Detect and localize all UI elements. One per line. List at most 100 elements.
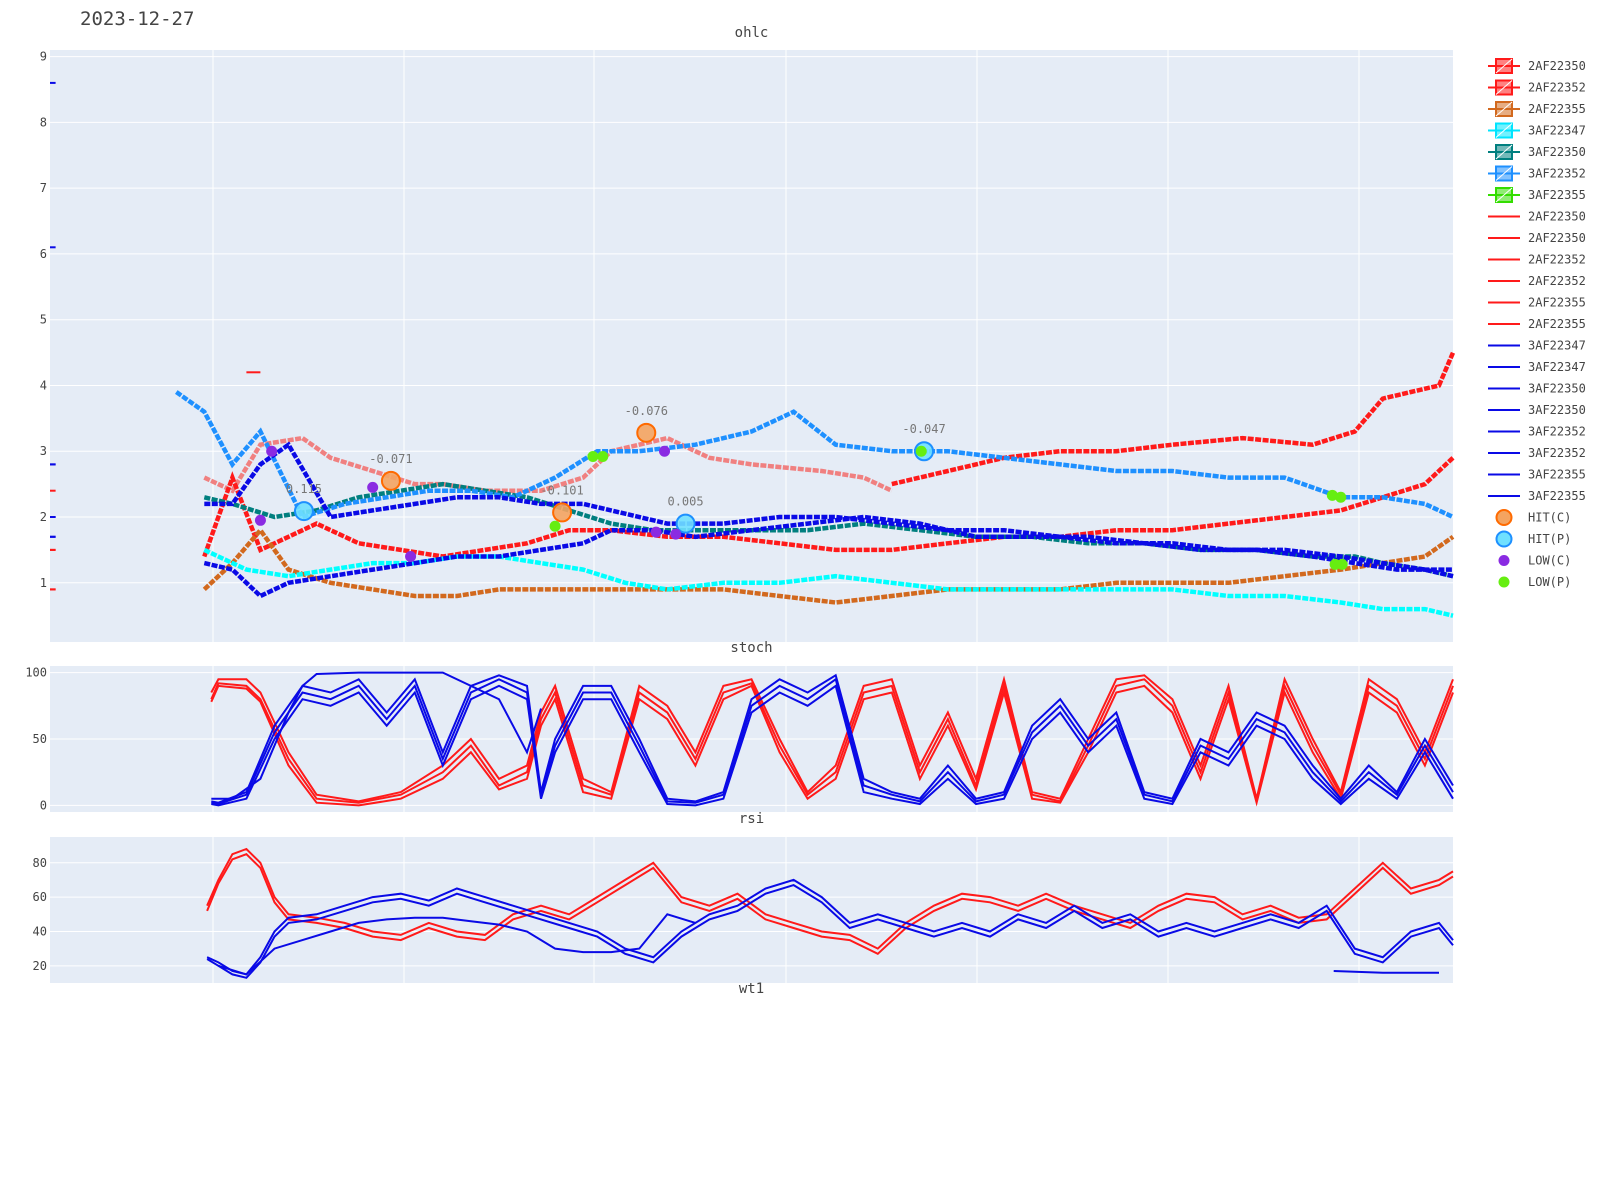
legend-item[interactable]: 3AF22347 [1488, 122, 1586, 139]
legend-item[interactable]: 2AF22355 [1488, 296, 1586, 310]
legend-item[interactable]: 2AF22355 [1488, 101, 1586, 117]
legend-item[interactable]: 2AF22352 [1488, 253, 1586, 267]
ohlc-ytick-label: 5 [40, 313, 47, 327]
legend-item[interactable]: 2AF22350 [1488, 210, 1586, 224]
legend-label: 3AF22352 [1528, 425, 1586, 439]
hit-c-marker [380, 470, 401, 491]
legend-item[interactable]: 3AF22347 [1488, 360, 1586, 374]
legend-item[interactable]: LOW(C) [1498, 554, 1572, 568]
legend-label: 3AF22355 [1528, 188, 1586, 202]
stoch-title: stoch [730, 640, 772, 656]
rsi-line [1333, 970, 1439, 974]
legend-label: 2AF22352 [1528, 253, 1586, 267]
stoch-line [211, 684, 1454, 807]
legend-dot-swatch [1498, 555, 1510, 566]
rsi-ytick-label: 40 [33, 924, 47, 938]
legend-candle-diag [1495, 58, 1513, 74]
stoch-ytick-label: 0 [40, 798, 47, 812]
low-p-marker [915, 445, 927, 457]
low-p-marker [587, 451, 599, 463]
hit-p-marker [675, 513, 696, 534]
legend-label: LOW(C) [1528, 554, 1571, 568]
legend-item[interactable]: 2AF22352 [1488, 79, 1586, 96]
legend-item[interactable]: HIT(P) [1495, 530, 1572, 548]
rsi-line [206, 878, 1454, 976]
legend-item[interactable]: 3AF22355 [1488, 187, 1586, 203]
legend-label: 3AF22350 [1528, 382, 1586, 396]
legend-item[interactable]: 3AF22350 [1488, 382, 1586, 396]
hit-c-marker [636, 422, 657, 443]
low-c-marker [254, 514, 266, 526]
legend-label: 3AF22347 [1528, 339, 1586, 353]
ohlc-ytick-label: 1 [40, 576, 47, 590]
ohlc-candles-2AF22352 [202, 456, 1455, 559]
legend-item[interactable]: LOW(P) [1498, 575, 1572, 589]
ohlc-ytick-label: 8 [40, 115, 47, 129]
legend-item[interactable]: 3AF22350 [1488, 144, 1586, 160]
legend-circle-swatch [1495, 509, 1513, 526]
low-p-marker [1335, 491, 1347, 503]
stoch-panel: stoch 0 50 100 [25, 640, 1454, 812]
legend-candle-diag [1495, 80, 1513, 95]
chart-panels: ohlc 1 2 3 4 5 6 7 8 9 0.115 -0.071 -0.101 -0.076 0.00… [25, 25, 1456, 997]
legend-circle-swatch [1495, 530, 1513, 548]
ohlc-plot-area [50, 50, 1453, 642]
legend-label: 3AF22347 [1528, 360, 1586, 374]
legend-item[interactable]: 2AF22350 [1488, 231, 1586, 245]
ohlc-candles-3AF22350 [203, 481, 1454, 579]
legend-label: 3AF22347 [1528, 124, 1586, 138]
ohlc-title: ohlc [735, 25, 769, 41]
legend-item[interactable]: 3AF22352 [1488, 165, 1586, 182]
legend-label: 2AF22350 [1528, 231, 1586, 245]
legend-candle-diag [1495, 187, 1513, 203]
legend-label: 3AF22352 [1528, 446, 1586, 460]
legend-item[interactable]: HIT(C) [1495, 509, 1572, 526]
ohlc-candles-3AF22355 [175, 390, 1454, 520]
hit-annotation: 0.005 [667, 495, 703, 509]
legend-item[interactable]: 3AF22352 [1488, 425, 1586, 439]
low-p-marker [597, 451, 609, 463]
low-c-marker [405, 550, 417, 562]
legend-candle-diag [1495, 123, 1513, 138]
legend-item[interactable]: 3AF22350 [1488, 403, 1586, 417]
ohlc-ytick-label: 2 [40, 510, 47, 524]
hit-annotation: -0.076 [625, 404, 668, 418]
legend-candle-diag [1495, 166, 1513, 181]
legend-item[interactable]: 3AF22355 [1488, 468, 1586, 482]
legend-label: 3AF22355 [1528, 468, 1586, 482]
legend-item[interactable]: 2AF22355 [1488, 317, 1586, 331]
ohlc-ytick-label: 4 [40, 378, 47, 392]
stoch-line [211, 677, 1454, 806]
legend-label: 2AF22355 [1528, 296, 1586, 310]
hit-c-marker [552, 502, 573, 523]
legend-item[interactable]: 3AF22352 [1488, 446, 1586, 460]
hit-p-marker [293, 501, 314, 522]
rsi-ytick-label: 60 [33, 890, 47, 904]
legend-item[interactable]: 2AF22350 [1488, 58, 1586, 74]
low-c-marker [367, 481, 379, 493]
legend-label: HIT(P) [1528, 532, 1571, 546]
stoch-line [210, 684, 1454, 807]
chart-legend[interactable]: 2AF22350 2AF22352 2AF22355 3AF22347 3AF22350… [1488, 58, 1586, 589]
legend-label: 2AF22352 [1528, 274, 1586, 288]
legend-label: 3AF22352 [1528, 167, 1586, 181]
rsi-panel: rsi 20 40 60 80 [33, 811, 1454, 983]
ohlc-ytick-label: 3 [40, 444, 47, 458]
ohlc-ytick-label: 7 [40, 181, 47, 195]
hit-annotation: -0.071 [369, 452, 412, 466]
legend-item[interactable]: 3AF22355 [1488, 489, 1586, 503]
low-c-marker [659, 445, 671, 457]
legend-item[interactable]: 2AF22352 [1488, 274, 1586, 288]
legend-label: 2AF22350 [1528, 210, 1586, 224]
legend-label: 2AF22355 [1528, 102, 1586, 116]
stoch-line [211, 671, 542, 800]
rsi-line [206, 884, 1454, 979]
stoch-ytick-label: 100 [25, 666, 47, 680]
rsi-title: rsi [739, 811, 764, 827]
hit-annotation: 0.115 [286, 482, 322, 496]
legend-item[interactable]: 3AF22347 [1488, 339, 1586, 353]
legend-label: 2AF22350 [1528, 59, 1586, 73]
legend-dot-swatch [1498, 576, 1510, 588]
legend-label: LOW(P) [1528, 575, 1571, 589]
